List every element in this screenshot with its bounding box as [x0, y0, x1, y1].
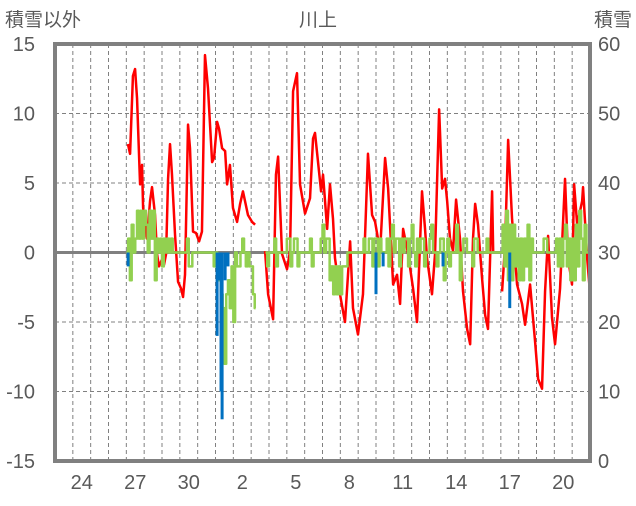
blue-bar — [226, 252, 230, 267]
right-y-tick-label: 20 — [598, 312, 620, 334]
right-y-tick-label: 10 — [598, 382, 620, 404]
left-y-tick-label: 10 — [13, 104, 35, 126]
chart-title: 川上 — [299, 9, 337, 31]
green-series-line — [126, 209, 256, 365]
blue-bar — [215, 252, 219, 336]
x-tick-label: 14 — [445, 472, 467, 494]
x-tick-label: 20 — [552, 472, 574, 494]
right-y-tick-label: 50 — [598, 104, 620, 126]
blue-bar — [508, 252, 512, 309]
plot-border — [53, 42, 592, 463]
left-y-tick-label: -15 — [6, 451, 35, 473]
left-y-tick-label: -5 — [17, 312, 35, 334]
x-tick-label: 5 — [290, 472, 301, 494]
right-y-tick-label: 0 — [598, 451, 609, 473]
x-tick-label: 2 — [237, 472, 248, 494]
x-tick-label: 27 — [124, 472, 146, 494]
blue-bar — [223, 252, 227, 281]
right-y-tick-label: 30 — [598, 243, 620, 265]
x-tick-label: 11 — [392, 472, 413, 494]
blue-bar — [217, 252, 221, 281]
left-y-tick-label: -10 — [6, 382, 35, 404]
x-tick-label: 30 — [178, 472, 200, 494]
blue-bar — [374, 252, 378, 295]
x-tick-label: 24 — [71, 472, 93, 494]
blue-bar — [381, 252, 385, 267]
left-y-tick-label: 0 — [24, 243, 35, 265]
blue-bar — [126, 252, 130, 267]
blue-bar — [441, 252, 445, 267]
plot-frame — [53, 42, 592, 463]
right-y-tick-label: 40 — [598, 173, 620, 195]
right-y-tick-label: 60 — [598, 34, 620, 56]
right-axis-title: 積雪 — [594, 9, 632, 31]
left-axis-title: 積雪以外 — [5, 9, 81, 31]
x-tick-label: 17 — [499, 472, 521, 494]
blue-bar — [220, 252, 224, 420]
left-y-tick-label: 5 — [24, 173, 35, 195]
red-series-line — [126, 53, 256, 299]
green-series-line — [265, 209, 592, 296]
x-tick-label: 8 — [344, 472, 355, 494]
left-y-tick-label: 15 — [13, 34, 35, 56]
